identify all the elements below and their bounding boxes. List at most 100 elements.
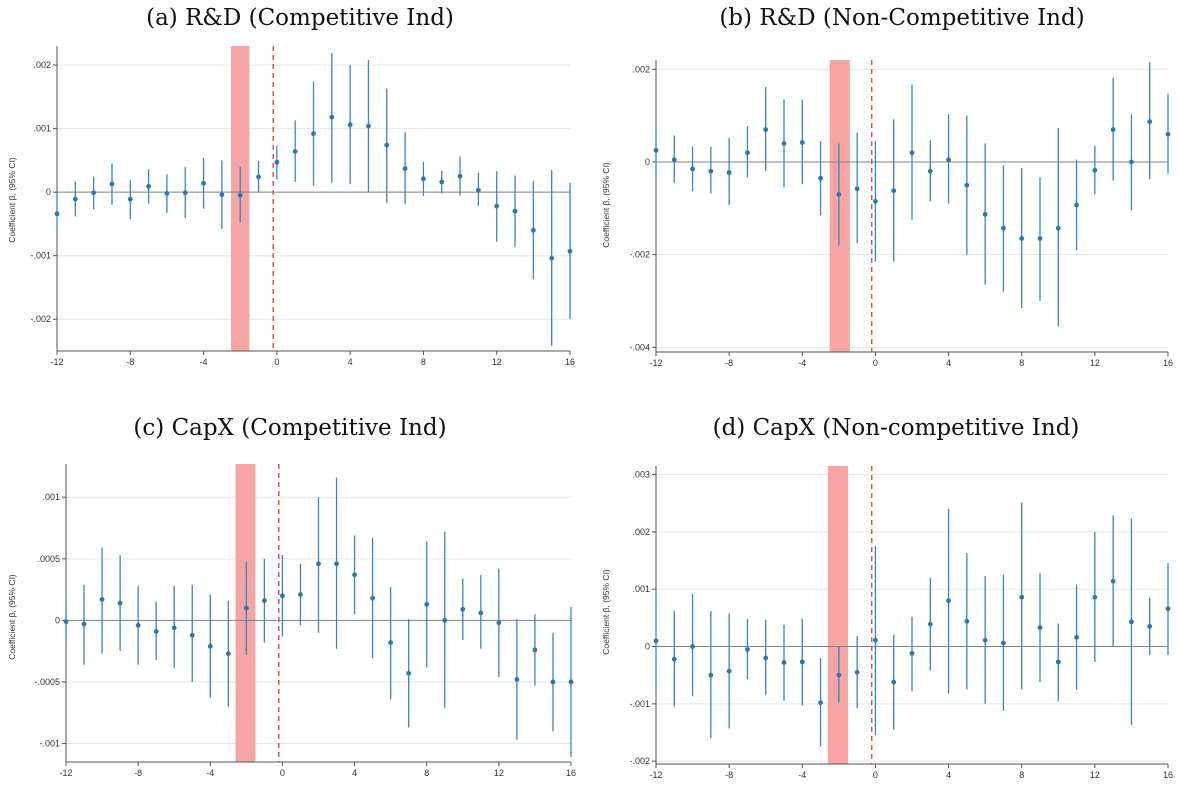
x-tick-label: 12	[1090, 358, 1100, 368]
x-tick-label: 0	[274, 357, 279, 367]
coefficient-point	[927, 621, 933, 627]
coefficient-point	[460, 606, 466, 612]
coefficient-point	[109, 181, 115, 187]
coefficient-point	[708, 168, 714, 174]
x-tick-label: -8	[725, 770, 733, 780]
chart-a: Coefficient β, (95% CI) -.002 -.001 0 .001.…	[7, 46, 575, 367]
coefficient-point	[964, 618, 970, 624]
panel-title: (c) CapX (Competitive Ind)	[133, 415, 447, 441]
coefficient-point	[567, 248, 573, 254]
coefficient-point	[298, 592, 303, 597]
coefficient-point	[982, 211, 988, 217]
coefficient-point	[818, 700, 823, 706]
coefficient-point	[243, 605, 249, 611]
coefficient-point	[726, 170, 732, 176]
coefficient-point	[457, 173, 463, 179]
coefficient-point	[818, 175, 823, 181]
coefficient-point	[512, 208, 518, 214]
coefficient-point	[891, 679, 897, 685]
coefficient-point	[690, 166, 695, 172]
coefficient-point	[763, 127, 769, 132]
coefficient-point	[550, 679, 556, 685]
coefficient-point	[1129, 159, 1134, 165]
y-tick-label: -.002	[629, 756, 650, 766]
coefficient-point	[237, 192, 243, 198]
coefficient-point	[909, 650, 915, 656]
coefficient-point	[745, 150, 750, 156]
shaded-band	[235, 464, 256, 762]
y-tick-label: 0	[46, 187, 51, 197]
y-axis-label: Coefficient β, (95% CI)	[7, 574, 17, 660]
coefficient-point	[1037, 625, 1043, 631]
coefficient-point	[442, 617, 448, 623]
coefficient-point	[256, 174, 261, 180]
x-tick-label: 4	[352, 768, 357, 778]
coefficient-point	[439, 179, 445, 185]
coefficient-point	[982, 637, 988, 643]
coefficient-point	[568, 679, 574, 685]
coefficient-point	[873, 198, 878, 204]
coefficient-point	[153, 629, 159, 634]
coefficient-point	[146, 184, 152, 189]
x-tick-label: -12	[649, 358, 662, 368]
coefficient-point	[1165, 606, 1171, 612]
y-axis-label: Coefficient β, (95% CI)	[7, 157, 17, 243]
y-axis-label: Coefficient β, (95% CI)	[601, 569, 611, 655]
x-tick-label: -8	[725, 358, 733, 368]
coefficient-point	[799, 659, 805, 665]
coefficient-point	[99, 597, 105, 602]
x-tick-label: -4	[200, 357, 208, 367]
coefficient-point	[653, 638, 659, 644]
coefficient-point	[388, 640, 394, 645]
coefficient-point	[708, 672, 714, 678]
panel-c: (c) CapX (Competitive Ind) Coefficient β…	[0, 392, 590, 785]
y-tick-label: -.001	[30, 251, 51, 261]
coefficient-point	[164, 191, 170, 196]
coefficient-point	[494, 203, 500, 209]
coefficient-point	[799, 140, 805, 145]
x-tick-label: -12	[50, 357, 63, 367]
coefficient-point	[352, 572, 357, 578]
chart-c: Coefficient β, (95% CI) -.001 -.0005 0 .000…	[7, 464, 576, 778]
shaded-band	[827, 466, 848, 764]
x-tick-label: 16	[1163, 358, 1173, 368]
coefficient-point	[653, 147, 659, 153]
coefficient-point	[1037, 236, 1043, 241]
coefficient-point	[496, 620, 502, 626]
coefficient-point	[1110, 578, 1116, 584]
coefficient-point	[671, 157, 677, 163]
y-tick-label: .0005	[37, 554, 60, 564]
panel-d: (d) CapX (Non-competitive Ind) Coefficie…	[590, 392, 1179, 785]
coefficient-point	[292, 149, 298, 154]
panel-title: (d) CapX (Non-competitive Ind)	[712, 415, 1080, 441]
coefficient-point	[1019, 236, 1025, 241]
coefficient-point	[549, 255, 555, 261]
coefficient-point	[402, 166, 408, 172]
coefficient-point	[1074, 634, 1079, 640]
coefficient-point	[836, 672, 842, 678]
chart-d: Coefficient β, (95% CI) -.002 -.001 0 .001.…	[601, 466, 1173, 780]
coefficient-point	[54, 211, 60, 217]
coefficient-point	[219, 192, 225, 198]
coefficient-point	[225, 651, 231, 657]
coefficient-point	[946, 598, 951, 604]
coefficient-point	[478, 610, 484, 616]
coefficient-point	[366, 123, 371, 129]
coefficient-point	[424, 601, 430, 607]
coefficient-point	[781, 660, 787, 665]
x-tick-label: 8	[421, 357, 426, 367]
coefficient-point	[421, 176, 426, 182]
x-tick-label: 4	[946, 358, 951, 368]
coefficient-point	[726, 668, 732, 674]
coefficient-point	[334, 561, 339, 567]
x-tick-label: 12	[494, 768, 504, 778]
y-tick-label: .001	[42, 492, 60, 502]
coefficient-point	[91, 190, 97, 196]
coefficient-point	[329, 114, 335, 120]
x-tick-label: 8	[1019, 770, 1024, 780]
coefficient-point	[475, 187, 481, 193]
coefficient-point	[72, 196, 78, 202]
coefficient-point	[1147, 119, 1153, 125]
x-tick-label: 16	[565, 357, 575, 367]
coefficient-point	[316, 561, 321, 567]
